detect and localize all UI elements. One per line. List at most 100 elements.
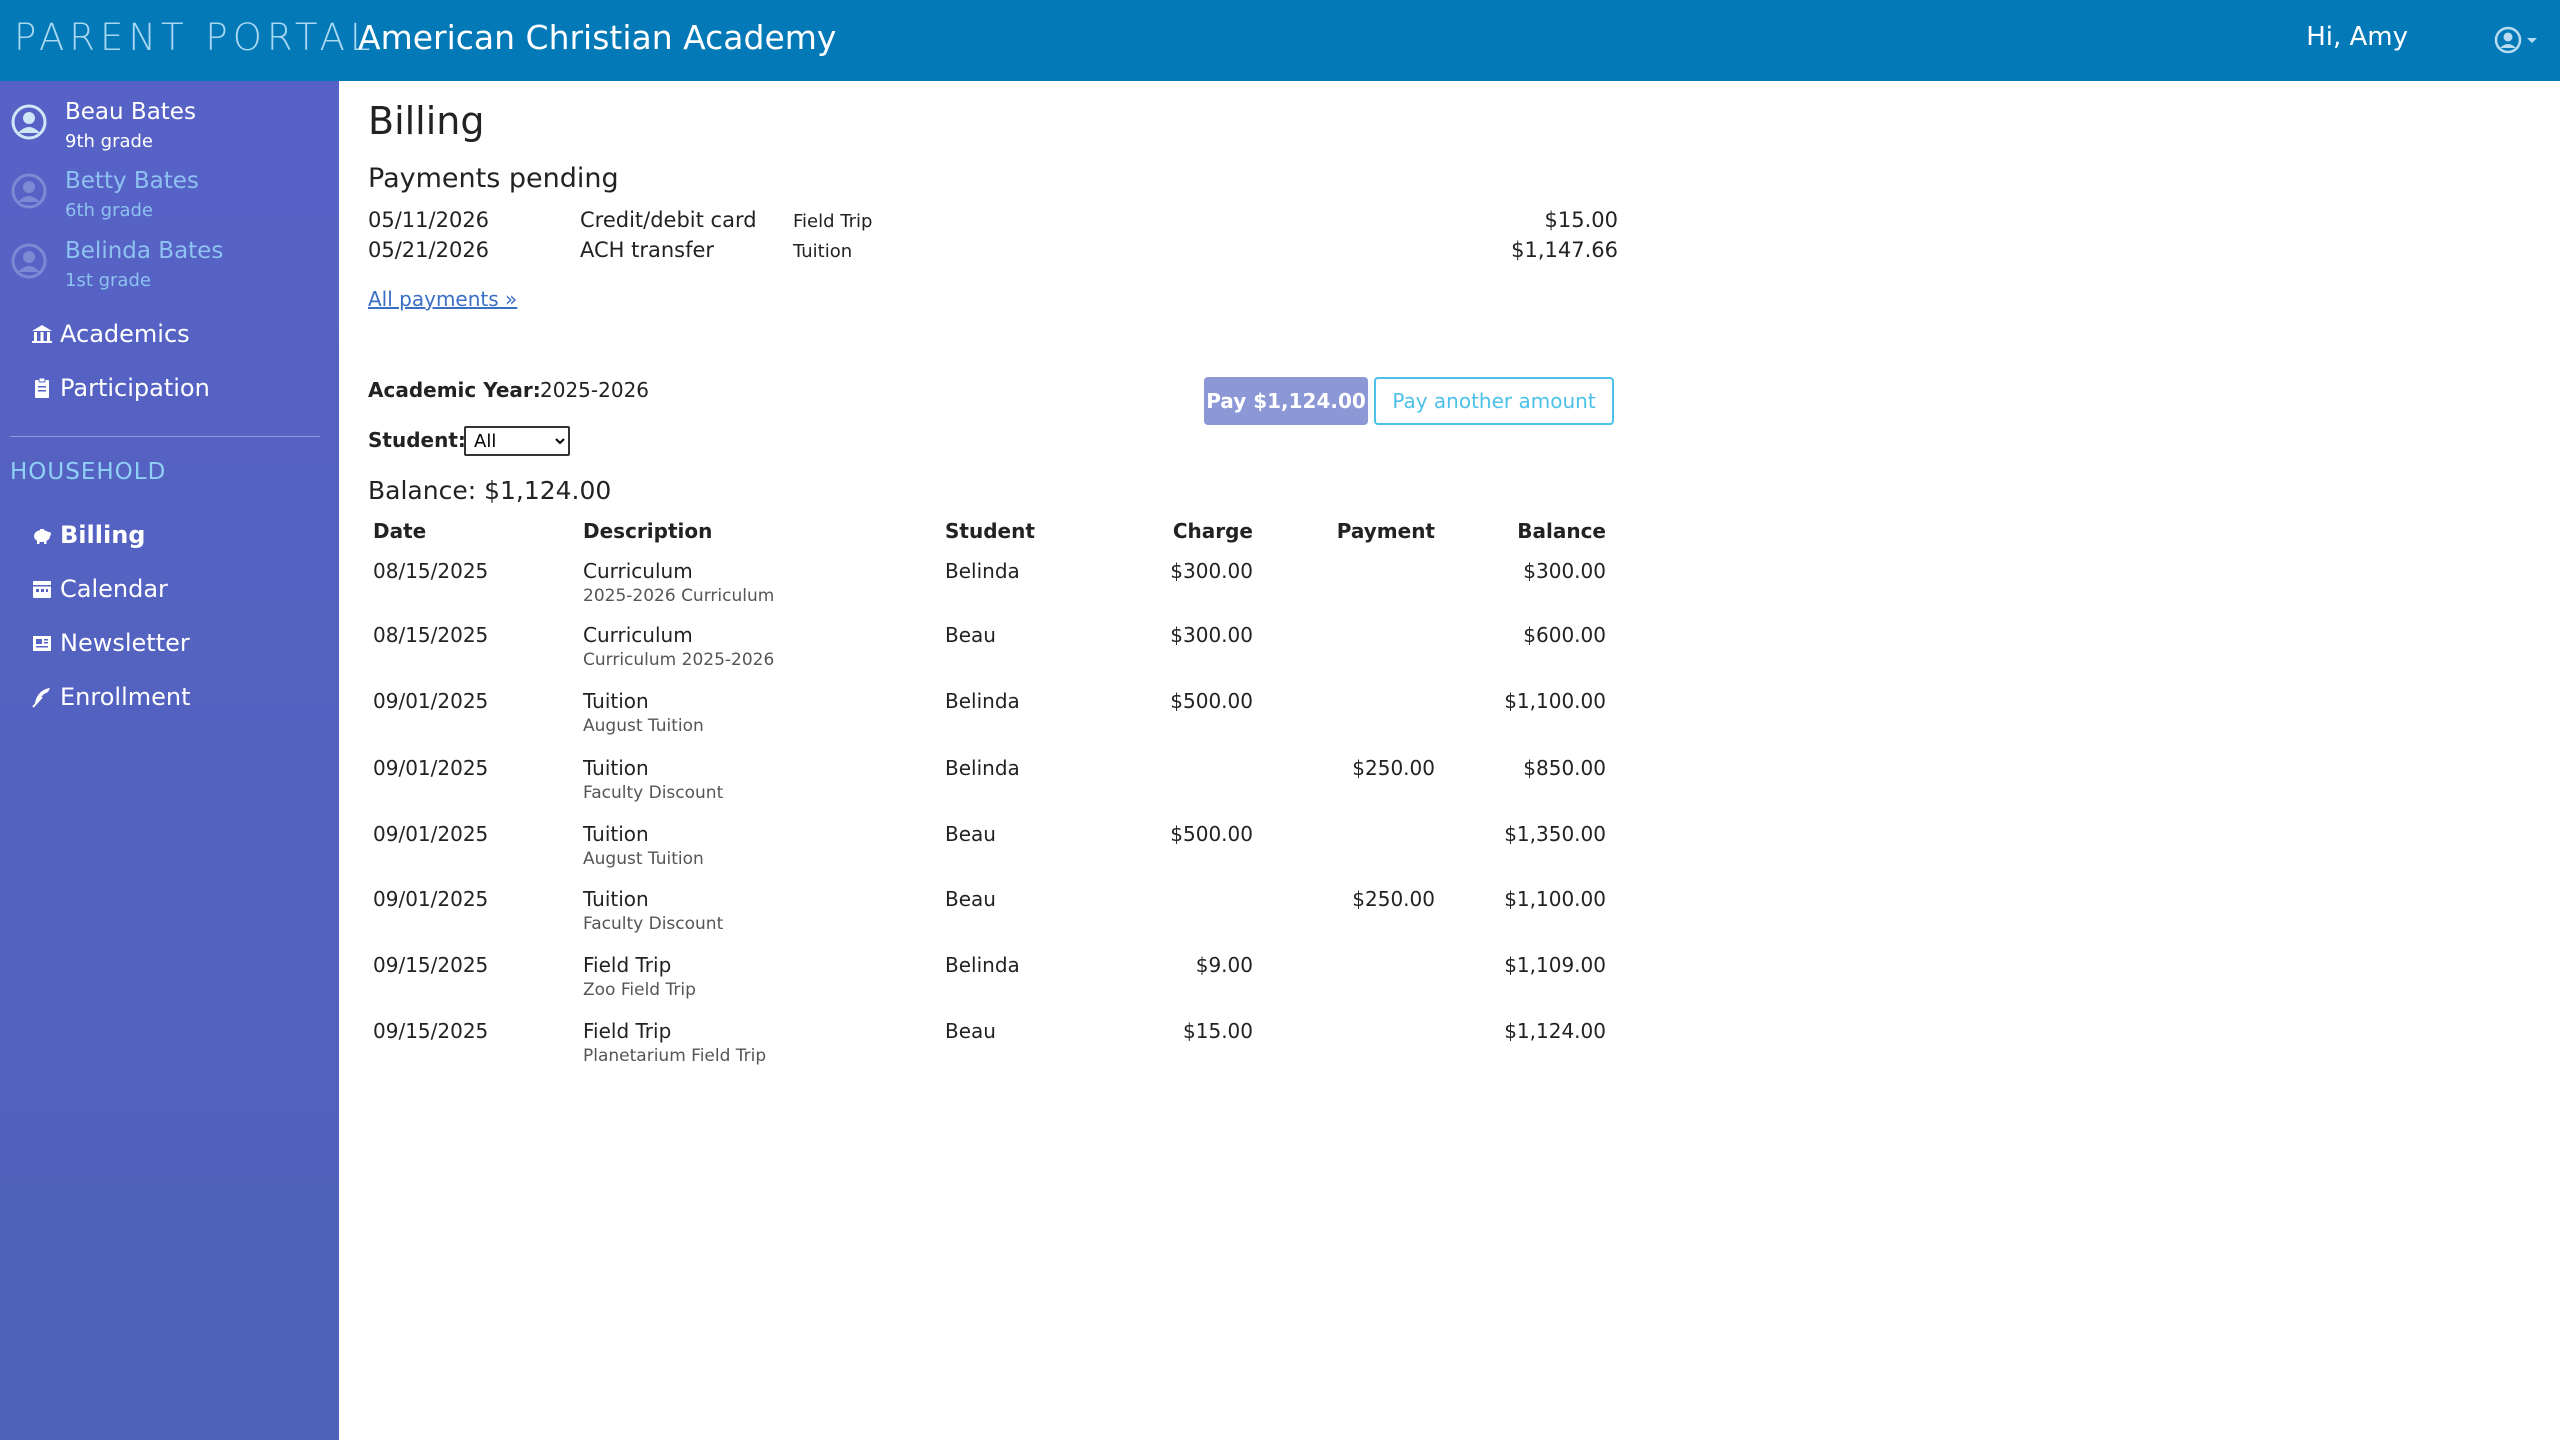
school-name: American Christian Academy bbox=[358, 18, 837, 57]
sidebar-item-enrollment[interactable]: Enrollment bbox=[30, 677, 191, 717]
row-description: Curriculum bbox=[583, 623, 693, 647]
row-payment: $250.00 bbox=[1352, 756, 1435, 780]
row-student: Beau bbox=[945, 623, 996, 647]
row-date: 09/01/2025 bbox=[373, 689, 489, 713]
row-subdescription: Faculty Discount bbox=[583, 783, 724, 803]
row-date: 09/01/2025 bbox=[373, 822, 489, 846]
sidebar-item-label: Newsletter bbox=[60, 629, 190, 657]
payments-pending-heading: Payments pending bbox=[368, 163, 619, 194]
user-menu[interactable] bbox=[2494, 20, 2542, 60]
sidebar-item-label: Billing bbox=[60, 521, 146, 549]
row-subdescription: Zoo Field Trip bbox=[583, 980, 696, 1000]
row-balance: $300.00 bbox=[1523, 559, 1606, 583]
row-date: 08/15/2025 bbox=[373, 559, 489, 583]
row-charge: $300.00 bbox=[1170, 559, 1253, 583]
sidebar-item-label: Participation bbox=[60, 374, 210, 402]
row-description: Tuition bbox=[583, 756, 649, 780]
sidebar-student-belinda[interactable]: Belinda Bates 1st grade bbox=[0, 230, 330, 292]
row-student: Beau bbox=[945, 1019, 996, 1043]
table-row: 09/15/2025 Field Trip Planetarium Field … bbox=[368, 1019, 1618, 1085]
row-student: Belinda bbox=[945, 689, 1020, 713]
calendar-icon bbox=[33, 581, 51, 598]
pending-category: Field Trip bbox=[793, 211, 873, 232]
student-name: Beau Bates bbox=[65, 99, 196, 125]
row-description: Field Trip bbox=[583, 1019, 672, 1043]
all-payments-link[interactable]: All payments » bbox=[368, 287, 518, 311]
student-grade: 9th grade bbox=[65, 131, 153, 152]
balance-summary: Balance: $1,124.00 bbox=[368, 476, 612, 505]
pay-balance-button[interactable]: Pay $1,124.00 bbox=[1204, 377, 1368, 425]
pending-amount: $15.00 bbox=[1544, 208, 1618, 232]
pending-amount: $1,147.66 bbox=[1511, 238, 1618, 262]
row-subdescription: August Tuition bbox=[583, 849, 704, 869]
sidebar-item-calendar[interactable]: Calendar bbox=[30, 569, 168, 609]
row-subdescription: August Tuition bbox=[583, 716, 704, 736]
building-icon bbox=[32, 325, 52, 343]
row-date: 09/01/2025 bbox=[373, 887, 489, 911]
student-grade: 6th grade bbox=[65, 200, 153, 221]
row-charge: $9.00 bbox=[1195, 953, 1253, 977]
pending-method: ACH transfer bbox=[580, 238, 715, 262]
row-balance: $1,100.00 bbox=[1504, 887, 1606, 911]
table-row: 08/15/2025 Curriculum 2025-2026 Curricul… bbox=[368, 559, 1618, 625]
row-description: Tuition bbox=[583, 689, 649, 713]
row-student: Beau bbox=[945, 887, 996, 911]
user-circle-icon bbox=[2494, 26, 2522, 54]
row-charge: $300.00 bbox=[1170, 623, 1253, 647]
row-subdescription: Faculty Discount bbox=[583, 914, 724, 934]
row-payment: $250.00 bbox=[1352, 887, 1435, 911]
pending-payment-row: 05/21/2026 ACH transfer Tuition $1,147.6… bbox=[368, 238, 1618, 268]
user-avatar-icon bbox=[11, 173, 47, 209]
table-row: 09/01/2025 Tuition Faculty Discount Beau… bbox=[368, 887, 1618, 953]
portal-brand: PARENT PORTAL bbox=[14, 16, 376, 59]
student-name: Belinda Bates bbox=[65, 238, 224, 264]
sidebar-item-billing[interactable]: Billing bbox=[30, 515, 145, 555]
sidebar-item-academics[interactable]: Academics bbox=[30, 314, 190, 354]
pay-another-amount-button[interactable]: Pay another amount bbox=[1374, 377, 1614, 425]
row-balance: $1,109.00 bbox=[1504, 953, 1606, 977]
table-row: 08/15/2025 Curriculum Curriculum 2025-20… bbox=[368, 623, 1618, 689]
sidebar-item-label: Academics bbox=[60, 320, 190, 348]
row-subdescription: 2025-2026 Curriculum bbox=[583, 586, 775, 606]
column-header-description: Description bbox=[583, 519, 713, 543]
row-description: Field Trip bbox=[583, 953, 672, 977]
row-student: Beau bbox=[945, 822, 996, 846]
user-greeting: Hi, Amy bbox=[2306, 22, 2408, 52]
row-description: Tuition bbox=[583, 822, 649, 846]
sidebar-student-beau[interactable]: Beau Bates 9th grade bbox=[0, 91, 330, 153]
row-subdescription: Planetarium Field Trip bbox=[583, 1046, 767, 1066]
pending-date: 05/11/2026 bbox=[368, 208, 490, 232]
row-balance: $1,350.00 bbox=[1504, 822, 1606, 846]
row-balance: $600.00 bbox=[1523, 623, 1606, 647]
pending-date: 05/21/2026 bbox=[368, 238, 490, 262]
pending-payment-row: 05/11/2026 Credit/debit card Field Trip … bbox=[368, 208, 1618, 238]
sidebar-item-participation[interactable]: Participation bbox=[30, 368, 210, 408]
feather-icon bbox=[32, 688, 50, 708]
table-row: 09/01/2025 Tuition August Tuition Beau $… bbox=[368, 822, 1618, 888]
sidebar-item-label: Calendar bbox=[60, 575, 168, 603]
row-description: Tuition bbox=[583, 887, 649, 911]
sidebar-item-label: Enrollment bbox=[60, 683, 191, 711]
academic-year-label: Academic Year: bbox=[368, 378, 541, 402]
academic-year-value: 2025-2026 bbox=[540, 378, 650, 402]
student-name: Betty Bates bbox=[65, 168, 199, 194]
student-grade: 1st grade bbox=[65, 270, 151, 291]
piggy-bank-icon bbox=[34, 529, 51, 544]
sidebar-student-betty[interactable]: Betty Bates 6th grade bbox=[0, 160, 330, 222]
page-title: Billing bbox=[368, 99, 485, 143]
table-row: 09/15/2025 Field Trip Zoo Field Trip Bel… bbox=[368, 953, 1618, 1019]
student-filter-select[interactable]: All bbox=[464, 426, 570, 456]
user-avatar-icon bbox=[11, 104, 47, 140]
pending-method: Credit/debit card bbox=[580, 208, 757, 232]
column-header-payment: Payment bbox=[1336, 519, 1435, 543]
row-date: 09/15/2025 bbox=[373, 953, 489, 977]
household-section-label: HOUSEHOLD bbox=[10, 459, 167, 485]
row-student: Belinda bbox=[945, 953, 1020, 977]
row-balance: $850.00 bbox=[1523, 756, 1606, 780]
pending-category: Tuition bbox=[793, 241, 853, 262]
sidebar-item-newsletter[interactable]: Newsletter bbox=[30, 623, 190, 663]
row-charge: $500.00 bbox=[1170, 822, 1253, 846]
row-charge: $15.00 bbox=[1183, 1019, 1253, 1043]
student-filter-label: Student: bbox=[368, 428, 466, 452]
table-row: 09/01/2025 Tuition August Tuition Belind… bbox=[368, 689, 1618, 755]
